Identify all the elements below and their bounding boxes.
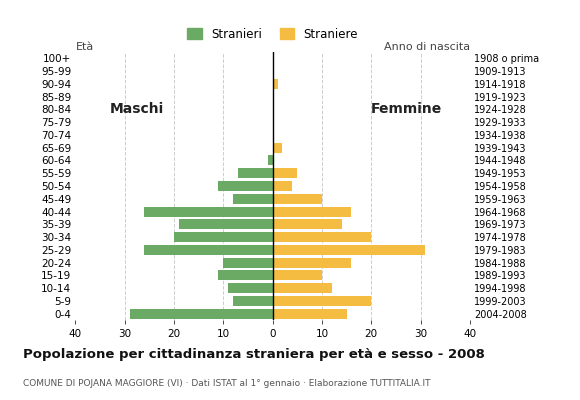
Bar: [144, 245, 273, 255]
Bar: [268, 156, 273, 166]
Bar: [219, 181, 273, 191]
Bar: [144, 206, 273, 216]
Bar: [229, 283, 273, 293]
Bar: [233, 194, 273, 204]
Bar: [273, 79, 278, 89]
Bar: [233, 296, 273, 306]
Text: Maschi: Maschi: [110, 102, 164, 116]
Bar: [273, 296, 371, 306]
Bar: [273, 309, 347, 318]
Text: Anno di nascita: Anno di nascita: [384, 42, 470, 52]
Bar: [273, 270, 322, 280]
Bar: [273, 258, 351, 268]
Bar: [273, 168, 297, 178]
Bar: [273, 194, 322, 204]
Bar: [223, 258, 273, 268]
Text: Femmine: Femmine: [371, 102, 443, 116]
Legend: Stranieri, Straniere: Stranieri, Straniere: [183, 23, 362, 46]
Bar: [273, 181, 292, 191]
Bar: [273, 283, 332, 293]
Text: Età: Età: [75, 42, 93, 52]
Bar: [273, 206, 351, 216]
Bar: [219, 270, 273, 280]
Bar: [238, 168, 273, 178]
Text: Popolazione per cittadinanza straniera per età e sesso - 2008: Popolazione per cittadinanza straniera p…: [23, 348, 485, 361]
Bar: [273, 245, 426, 255]
Bar: [273, 232, 371, 242]
Bar: [174, 232, 273, 242]
Bar: [273, 219, 342, 229]
Text: COMUNE DI POJANA MAGGIORE (VI) · Dati ISTAT al 1° gennaio · Elaborazione TUTTITA: COMUNE DI POJANA MAGGIORE (VI) · Dati IS…: [23, 379, 431, 388]
Bar: [273, 143, 282, 153]
Bar: [130, 309, 273, 318]
Bar: [179, 219, 273, 229]
